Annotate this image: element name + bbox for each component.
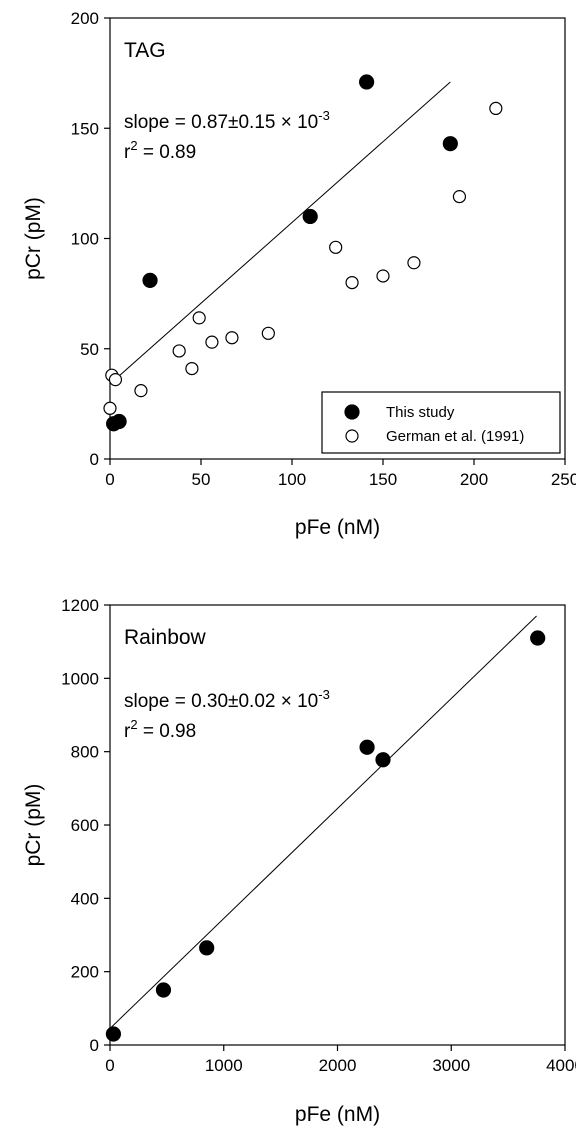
x-tick-label: 200 bbox=[460, 470, 488, 489]
y-tick-label: 0 bbox=[90, 450, 99, 469]
open-data-point bbox=[261, 326, 275, 340]
panel-label: TAG bbox=[124, 39, 166, 62]
open-data-point bbox=[225, 331, 239, 345]
legend-filled-marker bbox=[344, 404, 360, 420]
y-tick-label: 800 bbox=[71, 743, 99, 762]
plot-frame bbox=[109, 604, 566, 1046]
y-tick-label: 150 bbox=[71, 119, 99, 138]
open-data-point bbox=[185, 361, 199, 376]
y-tick-label: 50 bbox=[80, 340, 99, 359]
legend-open-marker bbox=[345, 429, 359, 443]
tag-panel: 0 50 100 150 200 250 0 50 100 150 200 pFe (nM) pCr (… bbox=[22, 9, 576, 539]
filled-data-point bbox=[111, 413, 127, 430]
filled-data-point bbox=[142, 272, 158, 288]
open-data-point bbox=[329, 240, 343, 254]
x-tick-label: 0 bbox=[105, 470, 114, 489]
y-tick-label: 200 bbox=[71, 9, 99, 28]
filled-data-point bbox=[442, 136, 458, 152]
y-tick-label: 100 bbox=[71, 230, 99, 249]
r-squared-annotation: r2 = 0.89 bbox=[124, 138, 196, 163]
open-data-point bbox=[108, 373, 123, 387]
x-axis-title: pFe (nM) bbox=[295, 1103, 380, 1126]
filled-data-point bbox=[302, 208, 318, 225]
x-tick-label: 1000 bbox=[205, 1056, 243, 1075]
y-tick-label: 600 bbox=[71, 816, 99, 835]
x-tick-label: 100 bbox=[278, 470, 306, 489]
legend-label: German et al. (1991) bbox=[386, 428, 524, 445]
open-data-point bbox=[376, 269, 390, 283]
legend-box bbox=[321, 391, 561, 454]
y-tick-label: 400 bbox=[71, 889, 99, 908]
y-tick-label: 200 bbox=[71, 963, 99, 982]
filled-data-point bbox=[530, 630, 546, 646]
legend-label: This study bbox=[386, 404, 455, 421]
x-tick-label: 0 bbox=[105, 1056, 114, 1075]
x-tick-label: 250 bbox=[551, 470, 576, 489]
x-tick-label: 150 bbox=[369, 470, 397, 489]
x-axis-title: pFe (nM) bbox=[295, 516, 380, 539]
open-data-point bbox=[134, 384, 148, 398]
y-tick-label: 1000 bbox=[61, 669, 99, 688]
filled-data-point bbox=[359, 739, 375, 755]
y-axis-title: pCr (pM) bbox=[22, 197, 45, 280]
open-data-point bbox=[489, 101, 503, 116]
r-squared-annotation: r2 = 0.98 bbox=[124, 717, 196, 742]
open-data-point bbox=[345, 276, 359, 290]
filled-data-point bbox=[105, 1026, 122, 1042]
open-data-point bbox=[103, 401, 117, 415]
open-data-point bbox=[172, 344, 186, 358]
y-tick-label: 1200 bbox=[61, 596, 99, 615]
y-axis-title: pCr (pM) bbox=[22, 784, 45, 867]
y-tick-label: 0 bbox=[90, 1036, 99, 1055]
filled-data-point bbox=[199, 940, 215, 956]
open-data-point bbox=[452, 190, 467, 204]
open-data-point bbox=[192, 311, 206, 325]
slope-annotation: slope = 0.87±0.15 × 10-3 bbox=[124, 108, 330, 133]
x-tick-label: 2000 bbox=[319, 1056, 357, 1075]
regression-line bbox=[109, 81, 451, 385]
regression-line bbox=[109, 615, 537, 1029]
filled-data-point bbox=[375, 752, 391, 768]
x-tick-label: 3000 bbox=[432, 1056, 470, 1075]
open-data-point bbox=[407, 256, 421, 270]
filled-data-point bbox=[155, 982, 172, 998]
slope-annotation: slope = 0.30±0.02 × 10-3 bbox=[124, 687, 330, 712]
x-tick-label: 50 bbox=[192, 470, 211, 489]
filled-data-point bbox=[359, 74, 375, 90]
open-data-point bbox=[205, 335, 219, 349]
panel-label: Rainbow bbox=[124, 626, 207, 649]
